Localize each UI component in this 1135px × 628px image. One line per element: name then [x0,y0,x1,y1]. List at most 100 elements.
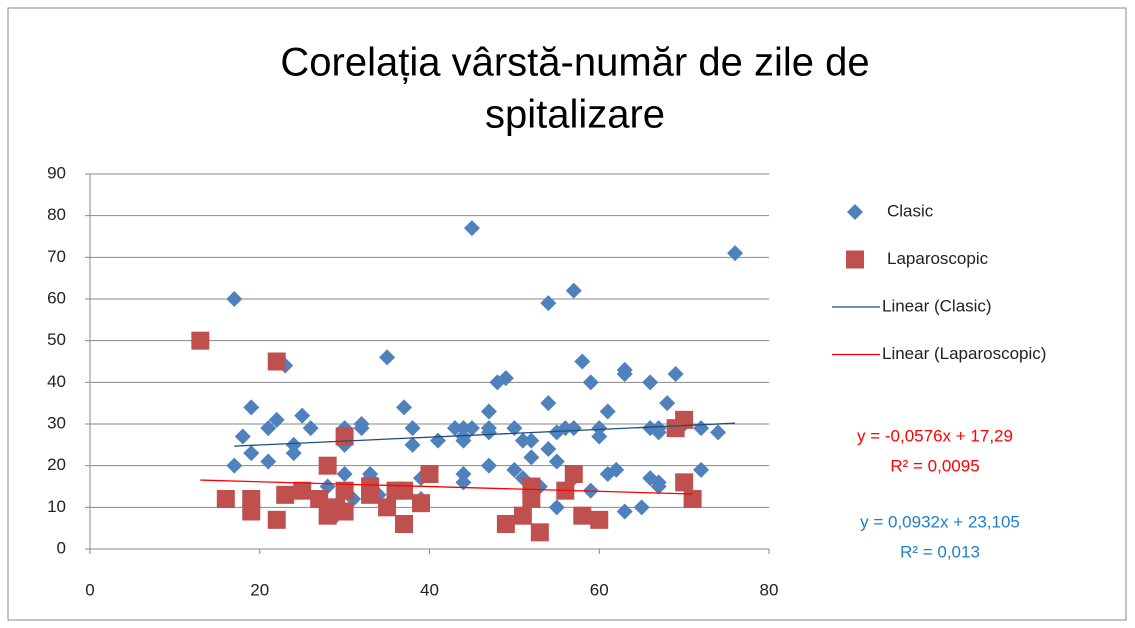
point [530,523,549,542]
trendline [234,422,736,447]
point [659,395,676,412]
y-tick-label: 30 [47,413,66,432]
point [683,490,702,508]
y-tick-label: 10 [47,497,66,516]
point [293,481,312,500]
point [285,436,302,453]
point [216,490,235,508]
point [522,490,541,508]
chart-title: Corelația vârstă-număr de zile de [280,41,869,85]
point [608,461,625,478]
x-tick-label: 20 [250,580,269,599]
point [404,436,421,453]
point [267,510,286,529]
point [268,411,285,428]
point [573,506,592,525]
point [540,441,557,457]
point [506,461,523,478]
point [455,432,472,449]
annotation: R² = 0,013 [900,542,980,561]
point [650,424,667,441]
chart-border [7,7,1127,621]
point [480,424,497,441]
point [243,399,260,416]
point [557,420,574,437]
point [710,424,727,441]
point [564,465,583,483]
legend-marker [847,204,863,220]
point [616,366,633,382]
point [616,503,633,520]
point [361,485,380,504]
chart-title: spitalizare [485,93,665,137]
point [496,515,515,533]
point [565,282,582,299]
point [540,395,557,412]
point [642,374,659,391]
point [650,478,667,495]
point [582,374,599,391]
point [335,502,354,521]
point [514,432,531,449]
y-tick-label: 0 [57,538,66,557]
point [335,481,354,500]
y-tick-label: 80 [47,205,66,224]
point [395,481,414,500]
point [404,420,421,437]
point [285,445,302,462]
point [267,352,286,371]
point [480,457,497,474]
point [497,370,514,387]
y-tick-label: 50 [47,330,66,349]
y-tick-label: 60 [47,288,66,307]
point [667,366,684,382]
point [455,466,472,482]
point [727,245,744,262]
point [318,456,337,475]
point [226,457,243,474]
y-tick-label: 90 [47,163,66,182]
point [463,420,480,437]
point [591,420,608,437]
point [633,499,650,516]
point [260,453,277,470]
point [675,473,694,492]
point [226,291,243,307]
annotation: y = -0,0576x + 17,29 [857,426,1013,445]
legend-label: Clasic [887,201,934,220]
point [412,494,431,513]
point [395,515,414,533]
point [523,432,540,449]
point [336,466,353,482]
point [599,403,616,420]
point [548,453,565,470]
point [379,349,396,366]
point [276,485,295,504]
legend-label: Linear (Laparoscopic) [882,344,1046,363]
point [455,420,472,437]
point [446,420,463,437]
x-tick-label: 60 [590,580,609,599]
x-tick-label: 0 [85,580,94,599]
point [523,449,540,466]
point [693,461,710,478]
y-tick-label: 20 [47,455,66,474]
y-tick-label: 40 [47,372,66,391]
point [234,428,251,445]
point [565,420,582,437]
point [260,420,277,437]
point [335,427,354,446]
point [675,410,694,429]
point [242,502,261,521]
point [455,474,472,491]
annotation: R² = 0,0095 [890,456,979,475]
annotation: y = 0,0932x + 23,105 [860,512,1020,531]
x-tick-label: 40 [420,580,439,599]
point [191,331,210,350]
legend-label: Laparoscopic [887,249,989,268]
point [513,506,532,525]
point [310,490,329,508]
legend-marker [846,250,864,269]
point [243,445,260,462]
